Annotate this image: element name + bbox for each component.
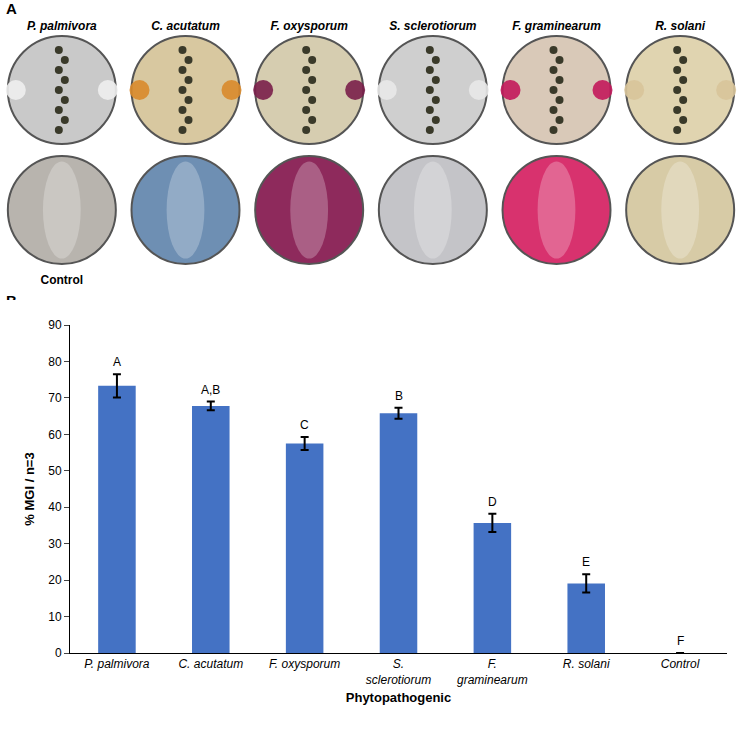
svg-text:F. graminearum: F. graminearum (512, 19, 601, 33)
svg-text:Control: Control (41, 273, 84, 287)
svg-text:10: 10 (48, 610, 62, 624)
svg-text:0: 0 (55, 646, 62, 660)
svg-text:F.graminearum: F.graminearum (457, 657, 528, 687)
svg-text:C. acutatum: C. acutatum (151, 19, 220, 33)
svg-text:C. acutatum: C. acutatum (178, 657, 243, 671)
svg-text:90: 90 (48, 318, 62, 332)
svg-text:F. oxysporum: F. oxysporum (269, 657, 340, 671)
svg-text:A: A (6, 0, 17, 17)
svg-text:30: 30 (48, 537, 62, 551)
svg-text:60: 60 (48, 428, 62, 442)
svg-text:A,B: A,B (201, 383, 220, 397)
svg-text:Control: Control (661, 657, 700, 671)
svg-text:20: 20 (48, 573, 62, 587)
svg-text:70: 70 (48, 391, 62, 405)
svg-text:50: 50 (48, 464, 62, 478)
svg-text:A: A (113, 355, 121, 369)
svg-text:B: B (395, 389, 403, 403)
svg-text:% MGI / n=3: % MGI / n=3 (22, 452, 37, 525)
svg-text:R. solani: R. solani (655, 19, 706, 33)
svg-text:R. solani: R. solani (563, 657, 610, 671)
svg-text:F. oxysporum: F. oxysporum (270, 19, 348, 33)
svg-text:E: E (582, 555, 590, 569)
svg-text:C: C (300, 418, 309, 432)
svg-text:S.sclerotiorum: S.sclerotiorum (366, 657, 431, 687)
svg-text:Phytopathogenic: Phytopathogenic (346, 690, 451, 705)
svg-text:F: F (677, 634, 684, 648)
svg-text:S. sclerotiorum: S. sclerotiorum (389, 19, 477, 33)
svg-text:40: 40 (48, 500, 62, 514)
svg-text:P. palmivora: P. palmivora (27, 19, 97, 33)
html-text:B: B (6, 292, 17, 309)
svg-text:80: 80 (48, 355, 62, 369)
svg-text:D: D (488, 495, 497, 509)
svg-text:P. palmivora: P. palmivora (84, 657, 149, 671)
